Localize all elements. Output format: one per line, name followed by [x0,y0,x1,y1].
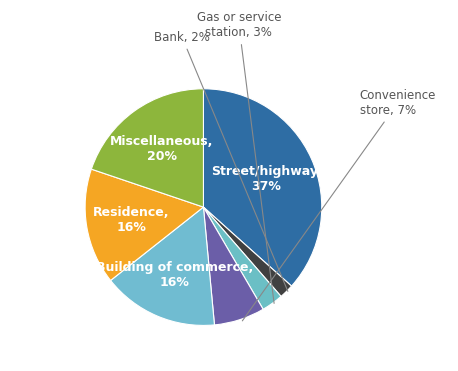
Text: Street/highway,
37%: Street/highway, 37% [211,165,322,193]
Text: Convenience
store, 7%: Convenience store, 7% [242,89,436,321]
Text: Gas or service
station, 3%: Gas or service station, 3% [196,11,281,303]
Text: Miscellaneous,
20%: Miscellaneous, 20% [110,135,214,163]
Wedge shape [203,89,322,286]
Wedge shape [91,89,203,207]
Wedge shape [85,169,203,280]
Text: Residence,
16%: Residence, 16% [93,206,169,234]
Wedge shape [203,207,292,296]
Wedge shape [203,207,263,325]
Text: Bank, 2%: Bank, 2% [154,31,288,291]
Wedge shape [203,207,281,309]
Text: Building of commerce,
16%: Building of commerce, 16% [96,260,253,289]
Wedge shape [110,207,214,325]
